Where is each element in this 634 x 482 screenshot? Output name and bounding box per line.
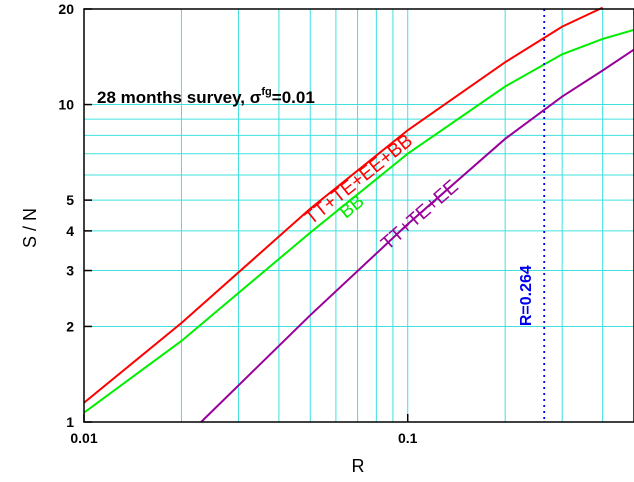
grid	[84, 9, 634, 422]
marker-label: R=0.264	[518, 265, 535, 326]
y-tick-label: 1	[66, 414, 74, 430]
y-tick-label: 5	[66, 192, 74, 208]
y-tick-label: 4	[66, 223, 74, 239]
marker-lines: R=0.264	[518, 9, 546, 422]
series-line	[83, 6, 604, 404]
plot-frame	[83, 8, 634, 423]
y-axis-label: S / N	[20, 208, 40, 248]
y-tick-label: 2	[66, 318, 74, 334]
y-tick-label: 20	[58, 1, 74, 17]
series-line	[83, 28, 634, 414]
x-axis-label: R	[352, 456, 365, 476]
chart-annotation: 28 months survey, σfg=0.01	[97, 86, 315, 107]
x-tick-label: 0.1	[398, 430, 418, 446]
y-tick-label: 10	[58, 97, 74, 113]
annotation-symbol: σ	[250, 88, 262, 107]
ticks: 0.01 0.1 1 2 3 4 5 10 20	[58, 1, 417, 446]
x-tick-label: 0.01	[70, 430, 97, 446]
annotation-prefix: 28 months survey,	[97, 88, 250, 107]
series-label: TT+TE+EE	[377, 176, 462, 254]
series-line	[200, 48, 634, 423]
y-tick-label: 3	[66, 263, 74, 279]
annotation-superscript: fg	[261, 86, 271, 98]
annotation-suffix: =0.01	[272, 88, 315, 107]
